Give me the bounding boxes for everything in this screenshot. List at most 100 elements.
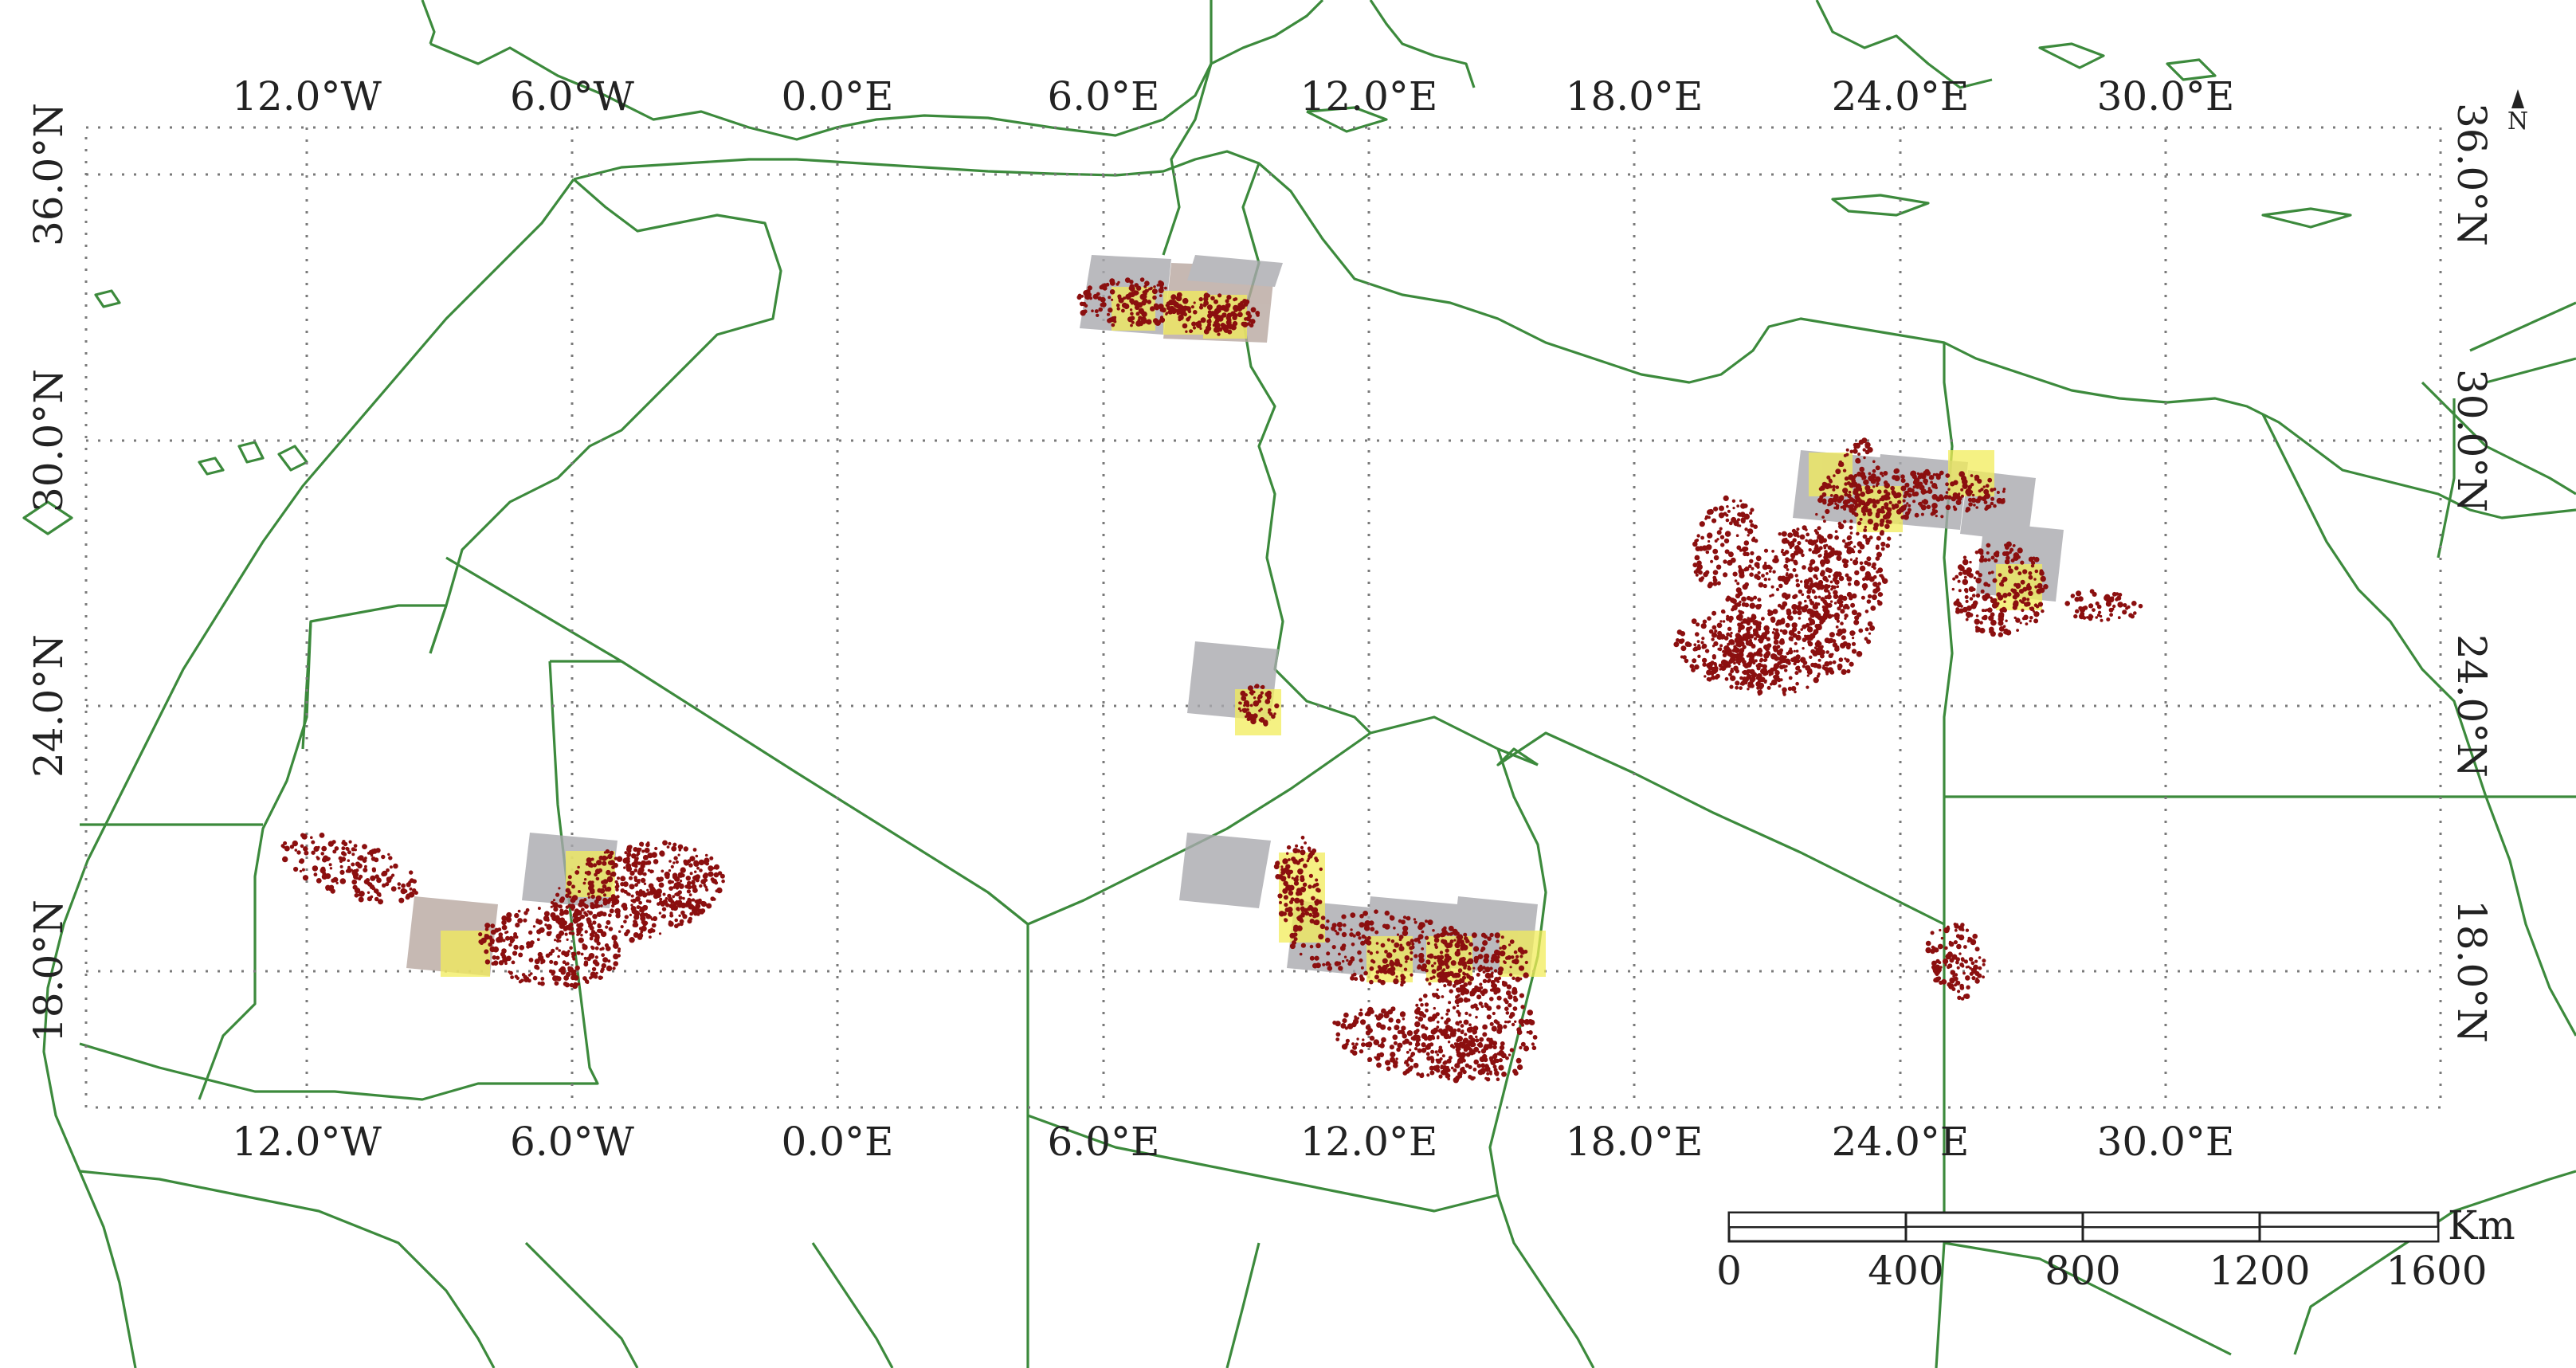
detection-point <box>573 974 579 981</box>
detection-point <box>1879 497 1883 502</box>
detection-point <box>669 860 672 863</box>
detection-point <box>1493 1052 1498 1057</box>
detection-point <box>1795 654 1801 660</box>
detection-point <box>1856 531 1860 536</box>
detection-point <box>485 936 489 940</box>
detection-point <box>1084 304 1088 308</box>
detection-point <box>1804 582 1808 586</box>
detection-point <box>1350 1049 1355 1054</box>
detection-point <box>1426 1073 1430 1077</box>
detection-point <box>626 845 632 851</box>
detection-point <box>1955 934 1961 939</box>
detection-point <box>1817 602 1821 606</box>
detection-point <box>1981 609 1985 613</box>
detection-point <box>1449 1044 1454 1049</box>
detection-point <box>1463 982 1468 987</box>
detection-point <box>1519 954 1523 958</box>
detection-point <box>1785 658 1791 664</box>
detection-point <box>1200 317 1206 323</box>
detection-point <box>1708 508 1714 515</box>
detection-point <box>1324 926 1329 931</box>
detection-point <box>1820 653 1825 659</box>
detection-point <box>1225 323 1231 329</box>
detection-point <box>1395 1057 1398 1060</box>
detection-point <box>1191 321 1197 327</box>
detection-point <box>335 881 339 884</box>
detection-point <box>339 869 345 875</box>
detection-point <box>1965 508 1969 513</box>
detection-point <box>1225 299 1229 304</box>
detection-point <box>1389 915 1395 921</box>
detection-point <box>1185 330 1188 333</box>
detection-point <box>554 939 557 942</box>
detection-point <box>1805 528 1808 531</box>
detection-point <box>365 878 371 883</box>
detection-point <box>1286 852 1289 855</box>
detection-point <box>1361 1042 1366 1047</box>
detection-point <box>576 931 581 936</box>
detection-point <box>2117 616 2121 620</box>
detection-point <box>1130 312 1134 316</box>
detection-point <box>1513 958 1519 965</box>
detection-point <box>1832 642 1838 648</box>
detection-point <box>1872 460 1876 464</box>
detection-point <box>382 870 388 876</box>
detection-point <box>677 853 680 856</box>
detection-point <box>586 870 591 876</box>
detection-point <box>1856 651 1863 657</box>
detection-point <box>1237 707 1241 711</box>
detection-point <box>1495 958 1500 964</box>
detection-point <box>1753 595 1758 600</box>
detection-point <box>388 856 393 860</box>
detection-point <box>1424 1002 1429 1007</box>
detection-point <box>1427 1016 1433 1022</box>
detection-point <box>1703 571 1708 578</box>
detection-point <box>1521 1019 1525 1023</box>
detection-point <box>682 913 686 918</box>
detection-point <box>1416 1072 1421 1076</box>
detection-point <box>1719 535 1725 539</box>
detection-point <box>1359 1008 1362 1012</box>
detection-point <box>1438 971 1444 977</box>
detection-point <box>662 840 668 846</box>
detection-point <box>1493 1019 1499 1024</box>
detection-point <box>296 850 301 855</box>
detection-point <box>1336 922 1343 928</box>
detection-point <box>1283 880 1288 887</box>
detection-point <box>1466 960 1471 965</box>
detection-point <box>652 915 658 922</box>
detection-point <box>1337 961 1342 966</box>
detection-point <box>1508 1053 1511 1056</box>
detection-point <box>1987 558 1991 562</box>
detection-point <box>1489 1037 1493 1041</box>
detection-point <box>1725 513 1729 517</box>
detection-point <box>629 870 635 876</box>
detection-point <box>1466 1041 1472 1047</box>
detection-point <box>1790 558 1794 562</box>
detection-point <box>1413 920 1417 924</box>
detection-point <box>1817 595 1821 599</box>
detection-point <box>1319 923 1326 930</box>
detection-point <box>1482 940 1488 946</box>
detection-point <box>1496 1028 1503 1034</box>
detection-point <box>1983 500 1988 504</box>
detection-point <box>1818 554 1822 558</box>
detection-point <box>1527 1019 1534 1025</box>
detection-point <box>1421 930 1425 934</box>
scale-tick: 800 <box>2045 1248 2120 1294</box>
detection-point <box>1300 857 1304 862</box>
detection-point <box>362 858 367 863</box>
detection-point <box>1974 551 1979 555</box>
detection-point <box>1491 971 1494 974</box>
detection-point <box>1979 621 1983 625</box>
detection-point <box>1891 504 1895 507</box>
detection-point <box>1436 1025 1440 1029</box>
detection-point <box>1768 673 1772 676</box>
detection-point <box>536 938 540 942</box>
detection-point <box>1398 935 1404 939</box>
detection-point <box>1359 974 1363 979</box>
detection-point <box>1376 1022 1382 1028</box>
detection-point <box>347 850 351 855</box>
detection-point <box>1417 965 1421 970</box>
